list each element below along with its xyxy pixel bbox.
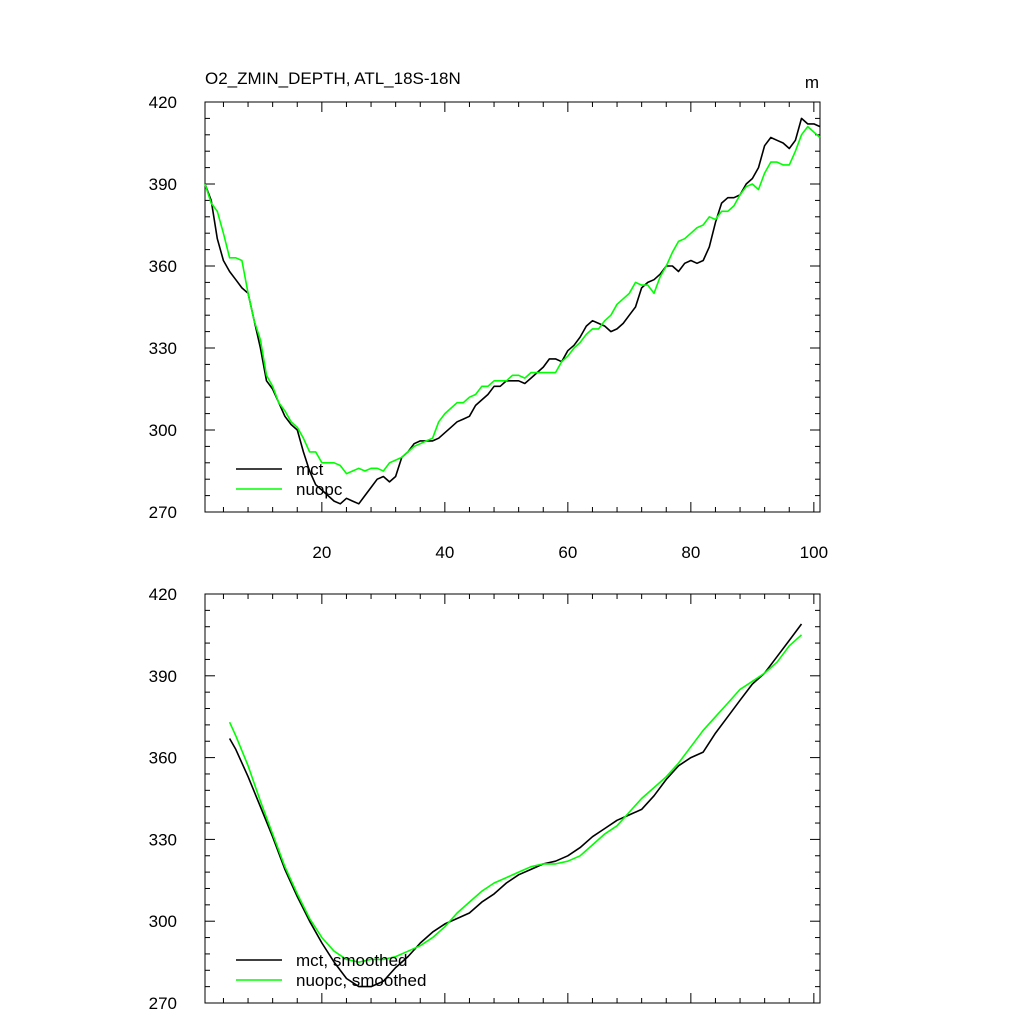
plot-frame <box>204 593 821 1004</box>
y-tick-label: 360 <box>149 257 177 276</box>
y-tick-label: 420 <box>149 93 177 112</box>
x-tick-label: 80 <box>681 543 700 562</box>
series-line <box>204 117 821 505</box>
y-tick-label: 360 <box>149 749 177 768</box>
legend-label: nuopc, smoothed <box>296 971 426 990</box>
series-line <box>228 634 803 963</box>
x-tick-label: 40 <box>435 543 454 562</box>
y-tick-label: 300 <box>149 912 177 931</box>
top-panel: O2_ZMIN_DEPTH, ATL_18S-18N m 270 300 330 36… <box>149 69 828 562</box>
y-tick-label: 390 <box>149 667 177 686</box>
legend-label: mct, smoothed <box>296 951 408 970</box>
y-tick-label: 330 <box>149 830 177 849</box>
series-line <box>228 623 803 988</box>
y-tick-label: 270 <box>149 994 177 1013</box>
chart-title: O2_ZMIN_DEPTH, ATL_18S-18N <box>205 69 461 88</box>
units-label: m <box>805 73 819 92</box>
y-tick-label: 300 <box>149 421 177 440</box>
y-tick-label: 270 <box>149 503 177 522</box>
legend-label: nuopc <box>296 480 343 499</box>
x-tick-label: 60 <box>558 543 577 562</box>
y-tick-label: 330 <box>149 339 177 358</box>
y-tick-label: 390 <box>149 175 177 194</box>
legend-label: mct <box>296 460 324 479</box>
plot-frame <box>204 101 821 513</box>
y-tick-label: 420 <box>149 585 177 604</box>
x-tick-label: 100 <box>800 543 828 562</box>
x-tick-label: 20 <box>312 543 331 562</box>
series-line <box>204 125 821 475</box>
